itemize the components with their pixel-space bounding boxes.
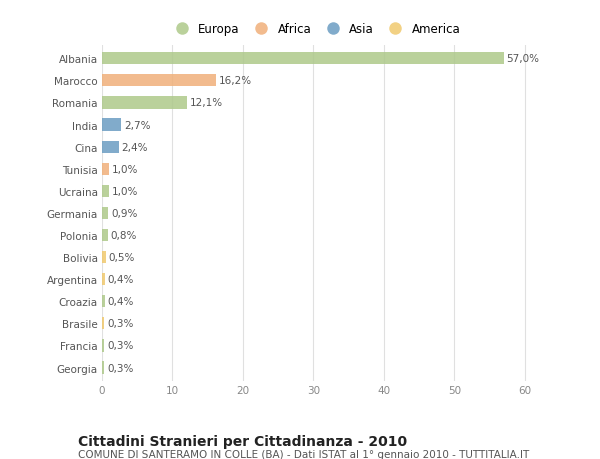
Text: 0,9%: 0,9% [111,208,137,218]
Bar [102,296,105,308]
Text: 2,4%: 2,4% [122,142,148,152]
Bar [102,207,109,219]
Legend: Europa, Africa, Asia, America: Europa, Africa, Asia, America [165,18,465,41]
Text: 2,7%: 2,7% [124,120,151,130]
Text: 0,3%: 0,3% [107,363,133,373]
Text: 1,0%: 1,0% [112,164,138,174]
Text: Cittadini Stranieri per Cittadinanza - 2010: Cittadini Stranieri per Cittadinanza - 2… [78,434,407,448]
Bar [102,230,107,241]
Text: 0,8%: 0,8% [110,230,137,241]
Bar [102,53,504,65]
Text: 12,1%: 12,1% [190,98,223,108]
Text: COMUNE DI SANTERAMO IN COLLE (BA) - Dati ISTAT al 1° gennaio 2010 - TUTTITALIA.I: COMUNE DI SANTERAMO IN COLLE (BA) - Dati… [78,449,529,459]
Bar [102,75,216,87]
Bar [102,252,106,263]
Bar [102,141,119,153]
Text: 57,0%: 57,0% [506,54,539,64]
Text: 16,2%: 16,2% [219,76,252,86]
Text: 0,5%: 0,5% [109,252,135,263]
Bar [102,340,104,352]
Bar [102,163,109,175]
Text: 0,3%: 0,3% [107,319,133,329]
Bar [102,362,104,374]
Bar [102,185,109,197]
Text: 1,0%: 1,0% [112,186,138,196]
Bar [102,119,121,131]
Bar [102,274,105,285]
Text: 0,4%: 0,4% [107,274,134,285]
Text: 0,4%: 0,4% [107,297,134,307]
Bar [102,97,187,109]
Text: 0,3%: 0,3% [107,341,133,351]
Bar [102,318,104,330]
